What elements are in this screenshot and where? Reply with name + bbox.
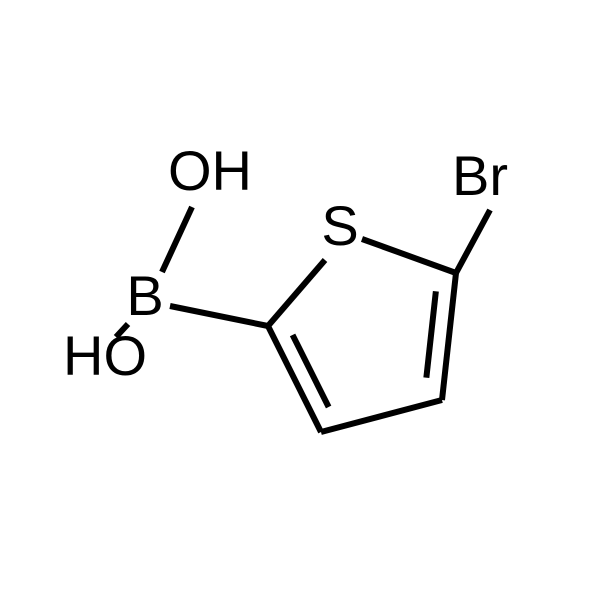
bond-line [456, 210, 490, 273]
molecule-canvas: OHBHO S Br [0, 0, 600, 600]
atom-label-b: B [126, 264, 163, 327]
atom-label-oh2: HO [63, 324, 147, 387]
atom-label-s: S [321, 194, 358, 257]
bond-line [442, 273, 456, 400]
bond-line [362, 239, 456, 273]
bond-line [426, 291, 436, 377]
atom-label-oh1: OH [168, 139, 252, 202]
bond-line [321, 400, 442, 432]
bond-line [293, 335, 329, 407]
bond-line [170, 306, 268, 326]
bond-line [268, 260, 325, 326]
atom-label-br: Br [452, 144, 508, 207]
bond-line [162, 207, 192, 272]
